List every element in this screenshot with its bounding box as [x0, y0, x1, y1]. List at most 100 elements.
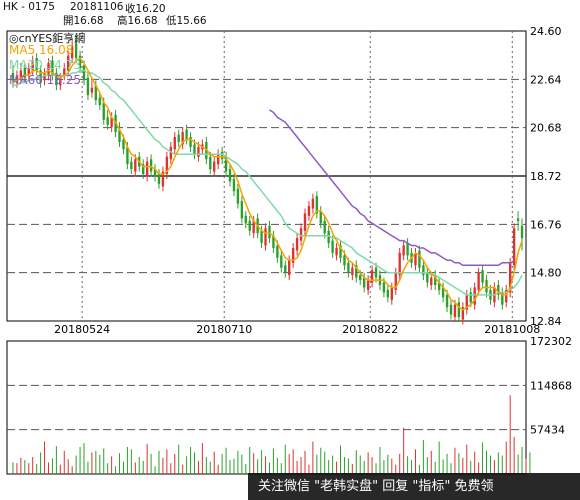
ma20-legend: MA20 14.73: [9, 58, 81, 72]
ma20-line: [13, 69, 523, 296]
candle-body: [272, 235, 275, 249]
candle-body: [122, 139, 125, 150]
candle-body: [449, 304, 453, 315]
candle-body: [169, 146, 173, 160]
candle-body: [110, 117, 113, 128]
candle-body: [497, 284, 500, 295]
candle-body: [161, 171, 165, 187]
brand-logo: ◎cnYES鉅亨網: [9, 32, 86, 45]
candle-body: [173, 137, 176, 150]
candle-body: [288, 260, 291, 276]
candle-body: [35, 58, 38, 71]
candle-body: [418, 250, 421, 268]
candle-body: [355, 265, 358, 278]
candle-body: [284, 265, 287, 273]
candle-body: [323, 220, 326, 234]
candle-body: [78, 55, 82, 68]
date-tick-label: 20181008: [484, 323, 540, 336]
candle-body: [244, 215, 247, 224]
price-tick-label: 18.72: [530, 170, 562, 183]
candle-body: [434, 275, 437, 285]
candle-body: [359, 275, 362, 281]
moving-average-lines: [12, 57, 523, 311]
candle-body: [185, 129, 188, 140]
candle-body: [335, 248, 338, 256]
price-y-axis: 24.60 22.64 20.68 18.72 16.76 14.80 12.84: [530, 25, 562, 328]
low-price: 低15.66: [166, 15, 207, 27]
candle-body: [126, 146, 129, 165]
volume-tick-label: 114868: [530, 379, 572, 392]
candle-body: [481, 270, 484, 283]
candle-body: [70, 45, 74, 59]
candle-body: [67, 55, 70, 71]
close-price: 收16.20: [125, 3, 166, 15]
price-tick-label: 24.60: [530, 25, 562, 38]
candle-body: [102, 102, 105, 120]
candle-body: [339, 245, 342, 258]
candle-body: [90, 87, 94, 93]
date-tick-label: 20180822: [342, 323, 398, 336]
candle-body: [252, 220, 255, 234]
candle-body: [331, 240, 334, 253]
candle-body: [477, 272, 480, 290]
candle-body: [149, 159, 153, 172]
candle-body: [327, 230, 330, 244]
candle-body: [15, 75, 19, 83]
candle-body: [473, 287, 476, 305]
candle-body: [505, 289, 508, 303]
candle-body: [299, 228, 303, 241]
candle-body: [268, 225, 271, 239]
candle-body: [157, 174, 161, 184]
candle-body: [181, 132, 184, 145]
price-panel: 24.60 22.64 20.68 18.72 16.76 14.80 12.84 2018…: [6, 25, 562, 474]
price-x-axis: 20180524 20180710 20180822 20181008: [54, 323, 540, 336]
candle-body: [390, 287, 393, 300]
candle-body: [47, 63, 50, 76]
candle-body: [307, 206, 311, 216]
candle-body: [406, 243, 409, 256]
candle-body: [165, 156, 169, 175]
candle-body: [520, 225, 524, 239]
candle-body: [370, 270, 374, 283]
candle-body: [430, 277, 433, 285]
high-price: 高16.68: [117, 15, 158, 27]
candle-body: [59, 77, 62, 86]
candle-body: [453, 304, 457, 318]
candle-body: [422, 265, 425, 276]
candle-body: [74, 43, 78, 59]
watermark-banner: 关注微信 "老韩实盘" 回复 "指标" 免费领: [248, 473, 580, 500]
candle-body: [465, 294, 468, 310]
candle-body: [303, 213, 307, 231]
volume-plot-frame: [6, 340, 527, 475]
candle-body: [23, 67, 26, 78]
candle-body: [374, 267, 378, 278]
volume-gridlines: [7, 384, 526, 431]
candle-body: [189, 137, 192, 147]
price-tick-label: 12.84: [530, 315, 562, 328]
volume-bar-series: [12, 395, 531, 474]
ma5-legend: MA5 16.08: [9, 43, 74, 57]
candle-body: [516, 218, 520, 221]
candle-body: [441, 287, 445, 298]
price-tick-label: 16.76: [530, 218, 562, 231]
candle-body: [27, 67, 30, 76]
ma5-line: [12, 57, 523, 311]
candle-body: [31, 60, 34, 71]
candle-body: [469, 292, 472, 303]
candle-body: [39, 70, 42, 83]
candle-body: [106, 117, 109, 125]
candle-body: [461, 307, 465, 320]
candlestick-series: [11, 33, 524, 325]
candle-body: [134, 159, 137, 172]
candle-body: [382, 282, 386, 293]
candle-body: [501, 292, 504, 305]
candle-body: [236, 188, 240, 204]
candle-body: [55, 72, 58, 86]
volume-y-axis: 172302 114868 57434: [530, 335, 572, 437]
candle-body: [86, 77, 90, 96]
date-tick-label: 20180710: [196, 323, 252, 336]
date-tick-label: 20180524: [54, 323, 110, 336]
candle-body: [276, 245, 279, 258]
candle-body: [118, 129, 121, 142]
candle-body: [209, 156, 212, 170]
